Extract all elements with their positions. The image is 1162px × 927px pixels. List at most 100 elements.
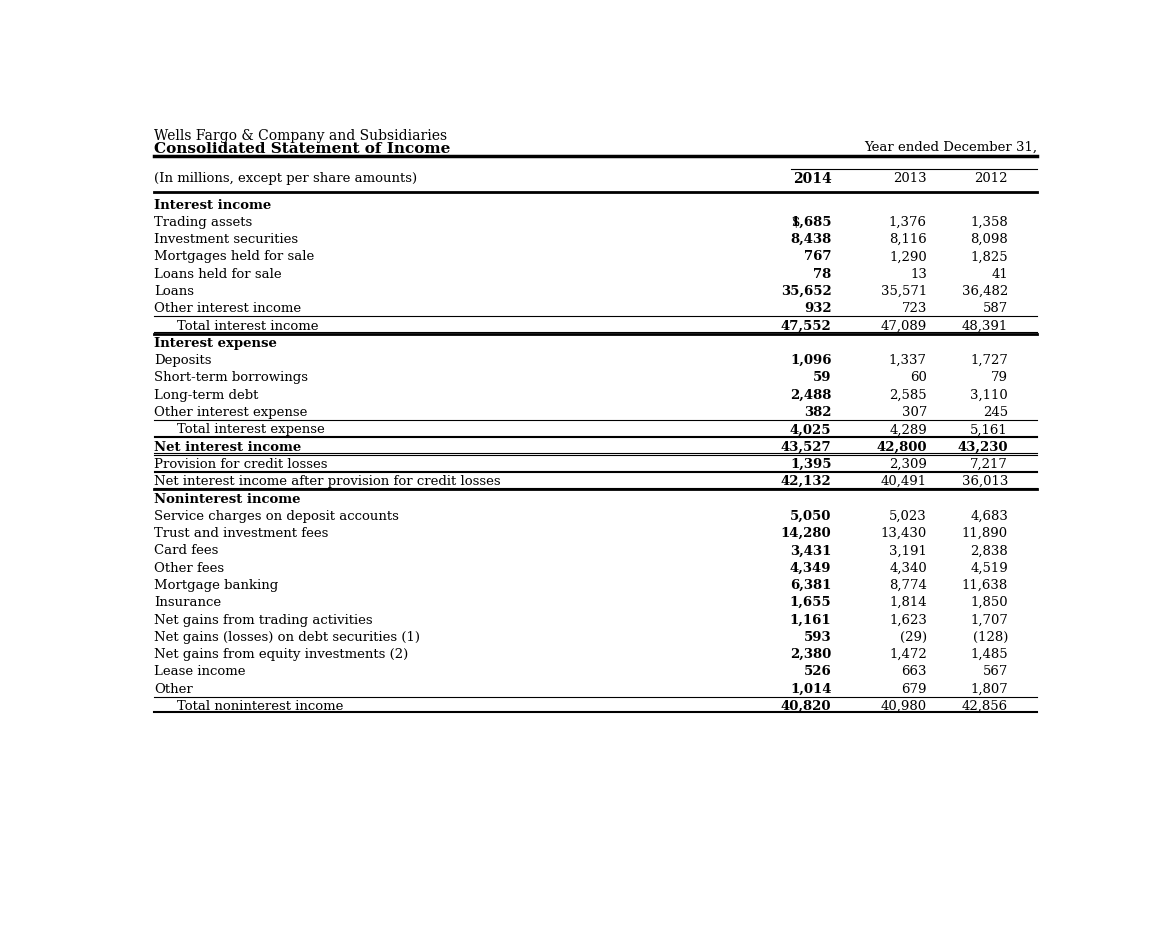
Text: 1,358: 1,358	[970, 216, 1007, 229]
Text: 47,552: 47,552	[781, 319, 832, 332]
Text: 5,023: 5,023	[889, 509, 927, 522]
Text: Short-term borrowings: Short-term borrowings	[155, 371, 308, 384]
Text: Noninterest income: Noninterest income	[155, 492, 301, 505]
Text: 1,290: 1,290	[889, 250, 927, 263]
Text: (29): (29)	[899, 630, 927, 643]
Text: 40,980: 40,980	[881, 699, 927, 712]
Text: 2012: 2012	[975, 171, 1007, 184]
Text: 11,638: 11,638	[962, 578, 1007, 591]
Text: 5,161: 5,161	[970, 423, 1007, 436]
Text: 245: 245	[983, 406, 1007, 419]
Text: 40,491: 40,491	[881, 475, 927, 488]
Text: 35,571: 35,571	[881, 285, 927, 298]
Text: Total noninterest income: Total noninterest income	[177, 699, 343, 712]
Text: 5,050: 5,050	[790, 509, 832, 522]
Text: 3,431: 3,431	[790, 544, 832, 557]
Text: 35,652: 35,652	[781, 285, 832, 298]
Text: 567: 567	[983, 665, 1007, 678]
Text: 3,191: 3,191	[889, 544, 927, 557]
Text: 36,013: 36,013	[962, 475, 1007, 488]
Text: 43,230: 43,230	[957, 440, 1007, 453]
Text: 2014: 2014	[792, 171, 832, 186]
Text: 1,623: 1,623	[889, 613, 927, 626]
Text: 2,309: 2,309	[889, 457, 927, 470]
Text: 1,727: 1,727	[970, 354, 1007, 367]
Text: 8,438: 8,438	[790, 233, 832, 246]
Text: 307: 307	[902, 406, 927, 419]
Text: (In millions, except per share amounts): (In millions, except per share amounts)	[155, 171, 417, 184]
Text: $: $	[791, 216, 801, 229]
Text: 3,110: 3,110	[970, 388, 1007, 401]
Text: 60: 60	[910, 371, 927, 384]
Text: 1,814: 1,814	[889, 596, 927, 609]
Text: 1,850: 1,850	[970, 596, 1007, 609]
Text: 932: 932	[804, 302, 832, 315]
Text: Net interest income after provision for credit losses: Net interest income after provision for …	[155, 475, 501, 488]
Text: 1,337: 1,337	[889, 354, 927, 367]
Text: Other interest income: Other interest income	[155, 302, 301, 315]
Text: 767: 767	[804, 250, 832, 263]
Text: Lease income: Lease income	[155, 665, 245, 678]
Text: 2,380: 2,380	[790, 647, 832, 660]
Text: Consolidated Statement of Income: Consolidated Statement of Income	[155, 142, 451, 156]
Text: 8,774: 8,774	[889, 578, 927, 591]
Text: 1,807: 1,807	[970, 682, 1007, 695]
Text: 2,585: 2,585	[889, 388, 927, 401]
Text: 1,014: 1,014	[790, 682, 832, 695]
Text: 6,381: 6,381	[790, 578, 832, 591]
Text: Net gains from trading activities: Net gains from trading activities	[155, 613, 373, 626]
Text: 13,430: 13,430	[881, 527, 927, 540]
Text: 8,098: 8,098	[970, 233, 1007, 246]
Text: Trust and investment fees: Trust and investment fees	[155, 527, 329, 540]
Text: 1,825: 1,825	[970, 250, 1007, 263]
Text: 1,096: 1,096	[790, 354, 832, 367]
Text: Mortgages held for sale: Mortgages held for sale	[155, 250, 315, 263]
Text: 1,655: 1,655	[790, 596, 832, 609]
Text: 79: 79	[991, 371, 1007, 384]
Text: 2,488: 2,488	[790, 388, 832, 401]
Text: 40,820: 40,820	[781, 699, 832, 712]
Text: Year ended December 31,: Year ended December 31,	[863, 140, 1037, 153]
Text: 36,482: 36,482	[962, 285, 1007, 298]
Text: 47,089: 47,089	[881, 319, 927, 332]
Text: Card fees: Card fees	[155, 544, 218, 557]
Text: 1,707: 1,707	[970, 613, 1007, 626]
Text: 42,800: 42,800	[876, 440, 927, 453]
Text: Wells Fargo & Company and Subsidiaries: Wells Fargo & Company and Subsidiaries	[155, 128, 447, 143]
Text: 78: 78	[813, 267, 832, 280]
Text: Total interest income: Total interest income	[177, 319, 318, 332]
Text: 42,132: 42,132	[781, 475, 832, 488]
Text: 4,349: 4,349	[790, 561, 832, 574]
Text: 1,685: 1,685	[790, 216, 832, 229]
Text: Investment securities: Investment securities	[155, 233, 299, 246]
Text: Net gains from equity investments (2): Net gains from equity investments (2)	[155, 647, 409, 660]
Text: 4,340: 4,340	[889, 561, 927, 574]
Text: 48,391: 48,391	[962, 319, 1007, 332]
Text: Interest income: Interest income	[155, 198, 272, 211]
Text: 4,519: 4,519	[970, 561, 1007, 574]
Text: 663: 663	[902, 665, 927, 678]
Text: 7,217: 7,217	[970, 457, 1007, 470]
Text: 8,116: 8,116	[889, 233, 927, 246]
Text: Mortgage banking: Mortgage banking	[155, 578, 279, 591]
Text: Other interest expense: Other interest expense	[155, 406, 308, 419]
Text: Other fees: Other fees	[155, 561, 224, 574]
Text: 1,472: 1,472	[889, 647, 927, 660]
Text: 593: 593	[804, 630, 832, 643]
Text: Total interest expense: Total interest expense	[177, 423, 324, 436]
Text: 43,527: 43,527	[781, 440, 832, 453]
Text: 59: 59	[813, 371, 832, 384]
Text: 4,025: 4,025	[790, 423, 832, 436]
Text: 1,161: 1,161	[790, 613, 832, 626]
Text: 11,890: 11,890	[962, 527, 1007, 540]
Text: Insurance: Insurance	[155, 596, 222, 609]
Text: Net interest income: Net interest income	[155, 440, 301, 453]
Text: 1,376: 1,376	[889, 216, 927, 229]
Text: 4,289: 4,289	[889, 423, 927, 436]
Text: Service charges on deposit accounts: Service charges on deposit accounts	[155, 509, 399, 522]
Text: Loans: Loans	[155, 285, 194, 298]
Text: 723: 723	[902, 302, 927, 315]
Text: Deposits: Deposits	[155, 354, 211, 367]
Text: 679: 679	[902, 682, 927, 695]
Text: 2,838: 2,838	[970, 544, 1007, 557]
